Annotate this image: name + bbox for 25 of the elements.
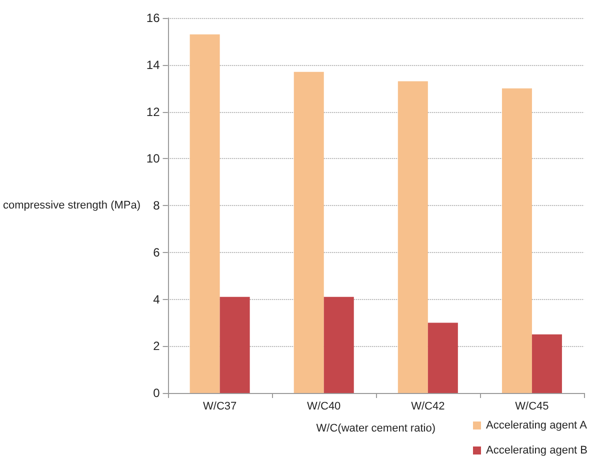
bar <box>220 296 250 393</box>
bar <box>428 322 458 393</box>
x-tick-label: W/C45 <box>515 400 549 412</box>
x-axis-title: W/C(water cement ratio) <box>316 422 436 434</box>
y-tick-label: 10 <box>146 152 160 166</box>
bar <box>294 72 324 393</box>
y-tick-label: 4 <box>153 292 160 306</box>
bar <box>324 296 354 393</box>
legend-label: Accelerating agent A <box>486 420 588 432</box>
legend-label: Accelerating agent B <box>486 444 588 456</box>
x-tick-label: W/C40 <box>307 400 341 412</box>
y-axis-title: compressive strength (MPa) <box>3 200 141 212</box>
y-tick-label: 6 <box>153 245 160 260</box>
bar <box>190 34 220 393</box>
y-tick-label: 8 <box>153 198 160 212</box>
x-tick-label: W/C37 <box>203 400 237 412</box>
y-tick-label: 0 <box>153 386 160 400</box>
y-tick-label: 16 <box>146 11 160 25</box>
bar <box>398 81 428 393</box>
bar <box>502 88 532 393</box>
y-tick-label: 2 <box>153 339 160 354</box>
y-tick-label: 14 <box>146 58 160 72</box>
y-tick-label: 12 <box>146 104 160 119</box>
x-tick-label: W/C42 <box>411 400 445 412</box>
bar <box>532 334 562 393</box>
